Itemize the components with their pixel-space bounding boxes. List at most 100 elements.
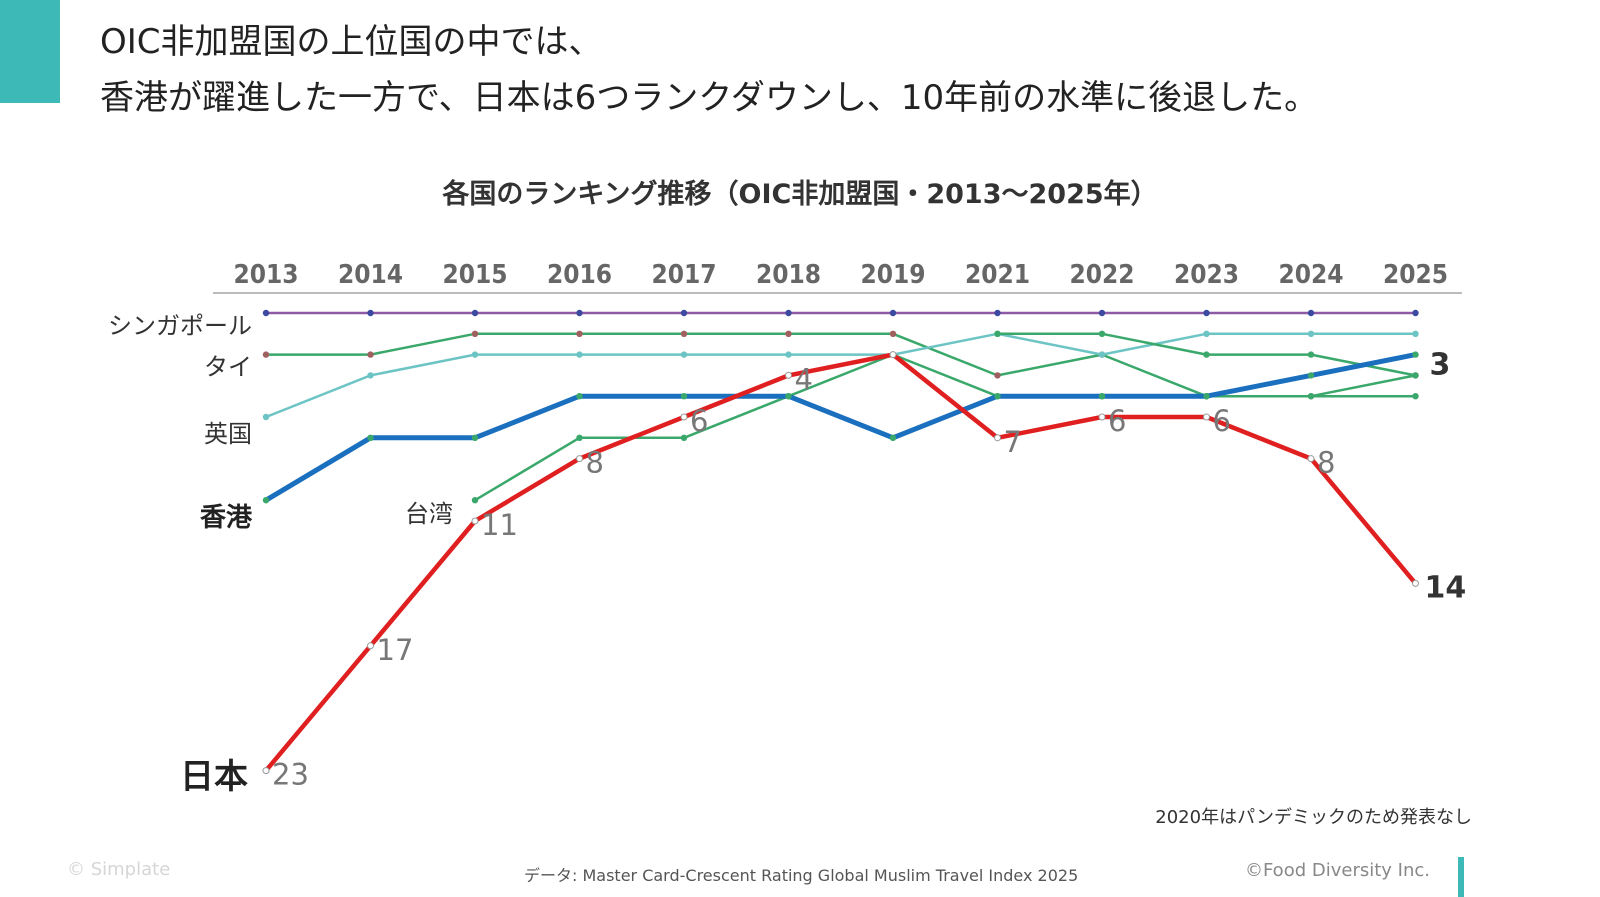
data-label-japan-2023: 6 [1213, 404, 1231, 438]
point-uk-2016 [576, 351, 583, 358]
point-uk-2017 [680, 351, 688, 358]
point-hongkong-2019 [889, 434, 897, 441]
point-extra-2024 [1307, 351, 1315, 358]
point-japan-2024 [1307, 455, 1315, 463]
series-line-japan [263, 352, 1418, 773]
point-uk-2024 [1307, 330, 1315, 337]
point-taiwan-2015 [471, 497, 479, 504]
point-uk-2023 [1203, 330, 1210, 337]
point-uk-2025 [1412, 330, 1419, 337]
point-japan-2016 [576, 455, 583, 463]
data-label-japan-2025: 14 [1425, 570, 1467, 605]
point-japan-2025 [1412, 579, 1419, 587]
point-japan-2021 [994, 434, 1001, 442]
point-thailand-2014 [367, 351, 374, 358]
point-hongkong-2014 [367, 434, 374, 441]
point-singapore-2015 [471, 309, 479, 317]
point-singapore-2023 [1203, 309, 1210, 317]
point-uk-2013 [262, 413, 270, 421]
series-label-japan: 日本 [180, 757, 248, 797]
point-uk-2018 [785, 351, 792, 358]
point-singapore-2017 [680, 309, 688, 317]
point-singapore-2022 [1098, 309, 1106, 317]
point-taiwan-2017 [680, 434, 688, 441]
point-hongkong-2021 [994, 393, 1001, 400]
point-singapore-2021 [994, 309, 1001, 317]
x-tick-label-2022: 2022 [1069, 260, 1134, 290]
series-label-taiwan: 台湾 [405, 500, 453, 528]
point-singapore-2019 [889, 309, 897, 317]
point-hongkong-2015 [471, 434, 479, 441]
data-label-japan-2018: 4 [795, 362, 813, 396]
series-label-hongkong: 香港 [200, 503, 253, 533]
point-japan-2014 [367, 642, 374, 650]
point-uk-2015 [471, 351, 479, 358]
point-japan-2017 [680, 413, 688, 421]
data-label-japan-2013: 23 [272, 758, 309, 792]
x-tick-label-2023: 2023 [1174, 260, 1239, 290]
x-tick-label-2018: 2018 [756, 260, 821, 290]
point-singapore-2024 [1307, 309, 1315, 317]
series-label-uk: 英国 [204, 420, 252, 448]
data-label-japan-2017: 6 [690, 404, 708, 438]
point-hongkong-2025 [1412, 351, 1419, 358]
x-tick-label-2024: 2024 [1278, 260, 1343, 290]
point-japan-2015 [471, 517, 479, 525]
data-label-japan-2015: 11 [481, 508, 518, 542]
point-singapore-2018 [785, 309, 792, 317]
point-taiwan-2024 [1307, 393, 1315, 400]
point-singapore-2014 [367, 309, 374, 317]
x-tick-label-2013: 2013 [233, 260, 298, 290]
point-japan-2018 [785, 371, 792, 379]
point-hongkong-2017 [680, 393, 688, 400]
x-tick-label-2017: 2017 [651, 260, 716, 290]
point-singapore-2013 [262, 309, 270, 317]
point-extra-2022 [1098, 330, 1106, 337]
point-extra-2023 [1203, 351, 1210, 358]
point-hongkong-2023 [1203, 393, 1210, 400]
x-tick-label-2019: 2019 [860, 260, 925, 290]
point-thailand-2021 [994, 372, 1001, 379]
accent-block [0, 0, 60, 103]
series-line-hongkong [263, 352, 1418, 503]
point-uk-2014 [367, 372, 374, 379]
pandemic-note: 2020年はパンデミックのため発表なし [1155, 807, 1472, 828]
point-hongkong-2013 [262, 497, 270, 504]
headline: OIC非加盟国の上位国の中では、 香港が躍進した一方で、日本は6つランクダウンし… [100, 14, 1318, 126]
x-tick-label-2025: 2025 [1383, 260, 1448, 290]
point-uk-2022 [1098, 351, 1106, 358]
data-label-hongkong-2025: 3 [1430, 348, 1451, 383]
point-japan-2019 [889, 351, 897, 359]
data-label-japan-2024: 8 [1317, 446, 1335, 480]
data-label-japan-2016: 8 [586, 446, 604, 480]
data-label-japan-2021: 7 [1004, 425, 1022, 459]
series-line-uk [264, 332, 1417, 419]
watermark: © Simplate [67, 859, 171, 880]
point-taiwan-2025 [1412, 393, 1419, 400]
point-thailand-2015 [471, 330, 479, 337]
point-thailand-2016 [576, 330, 583, 337]
point-singapore-2016 [576, 309, 583, 317]
point-extra-2025 [1412, 372, 1419, 379]
headline-line-1: OIC非加盟国の上位国の中では、 [100, 22, 603, 62]
point-taiwan-2016 [576, 434, 583, 441]
point-japan-2013 [262, 767, 270, 775]
x-tick-label-2021: 2021 [965, 260, 1030, 290]
point-japan-2022 [1098, 413, 1106, 421]
chart-title: 各国のランキング推移（OIC非加盟国・2013〜2025年） [442, 179, 1158, 210]
series-label-singapore: シンガポール [108, 312, 252, 340]
point-japan-2023 [1203, 413, 1210, 421]
point-thailand-2019 [889, 330, 897, 337]
point-hongkong-2022 [1098, 393, 1106, 400]
x-tick-label-2016: 2016 [547, 260, 612, 290]
data-label-japan-2022: 6 [1108, 404, 1126, 438]
point-singapore-2025 [1412, 309, 1419, 317]
point-thailand-2017 [680, 330, 688, 337]
copyright: ©Food Diversity Inc. [1244, 860, 1430, 881]
x-tick-label-2015: 2015 [442, 260, 507, 290]
footer-accent-bar [1458, 857, 1464, 897]
point-thailand-2013 [262, 351, 270, 358]
series-label-thailand: タイ [204, 353, 252, 381]
series-line-taiwan [473, 353, 1417, 502]
